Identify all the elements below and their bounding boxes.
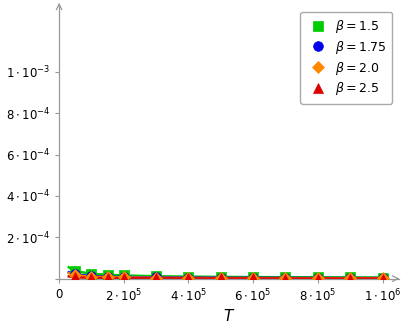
$\beta = 2.0$ [315, 276, 320, 280]
$\beta = 2.5$ [315, 277, 320, 280]
$\beta = 1.75$ [251, 276, 255, 280]
X-axis label: $T$: $T$ [223, 309, 235, 324]
$\beta = 1.75$ [121, 275, 126, 279]
$\beta = 2.5$ [218, 277, 223, 280]
$\beta = 2.5$ [283, 277, 288, 280]
$\beta = 2.0$ [186, 276, 191, 280]
$\beta = 1.75$ [283, 276, 288, 280]
$\beta = 1.5$ [251, 275, 255, 279]
$\beta = 2.0$ [251, 276, 255, 280]
$\beta = 1.75$ [218, 276, 223, 280]
$\beta = 2.0$ [154, 276, 159, 280]
$\beta = 1.5$ [154, 274, 159, 278]
$\beta = 1.5$ [315, 276, 320, 280]
Line: $\beta = 1.75$: $\beta = 1.75$ [71, 269, 387, 283]
$\beta = 1.5$ [283, 275, 288, 279]
$\beta = 2.0$ [380, 276, 385, 280]
$\beta = 2.0$ [73, 273, 78, 277]
$\beta = 2.5$ [121, 276, 126, 280]
$\beta = 2.0$ [89, 275, 94, 279]
$\beta = 1.5$ [89, 272, 94, 276]
Line: $\beta = 2.0$: $\beta = 2.0$ [71, 271, 387, 282]
$\beta = 2.5$ [348, 277, 353, 280]
$\beta = 2.0$ [105, 275, 110, 279]
$\beta = 1.5$ [121, 274, 126, 278]
$\beta = 2.5$ [186, 277, 191, 280]
$\beta = 1.5$ [73, 269, 78, 273]
$\beta = 1.5$ [348, 276, 353, 280]
$\beta = 2.5$ [251, 277, 255, 280]
$\beta = 1.75$ [380, 276, 385, 280]
$\beta = 2.5$ [105, 276, 110, 280]
$\beta = 2.5$ [73, 275, 78, 279]
$\beta = 1.75$ [89, 274, 94, 278]
$\beta = 1.5$ [186, 275, 191, 279]
$\beta = 1.75$ [348, 276, 353, 280]
$\beta = 1.75$ [315, 276, 320, 280]
$\beta = 1.75$ [105, 275, 110, 279]
$\beta = 1.5$ [105, 273, 110, 277]
$\beta = 2.0$ [283, 276, 288, 280]
$\beta = 2.5$ [154, 276, 159, 280]
Line: $\beta = 2.5$: $\beta = 2.5$ [71, 272, 387, 283]
$\beta = 2.5$ [89, 276, 94, 280]
$\beta = 2.0$ [121, 276, 126, 280]
$\beta = 1.75$ [186, 276, 191, 280]
Legend: $\beta = 1.5$, $\beta = 1.75$, $\beta = 2.0$, $\beta = 2.5$: $\beta = 1.5$, $\beta = 1.75$, $\beta = … [300, 12, 392, 104]
$\beta = 2.0$ [218, 276, 223, 280]
$\beta = 2.0$ [348, 276, 353, 280]
$\beta = 1.5$ [380, 276, 385, 280]
Line: $\beta = 1.5$: $\beta = 1.5$ [71, 266, 387, 282]
$\beta = 1.75$ [154, 276, 159, 280]
$\beta = 1.75$ [73, 272, 78, 276]
$\beta = 1.5$ [218, 275, 223, 279]
$\beta = 2.5$ [380, 277, 385, 280]
